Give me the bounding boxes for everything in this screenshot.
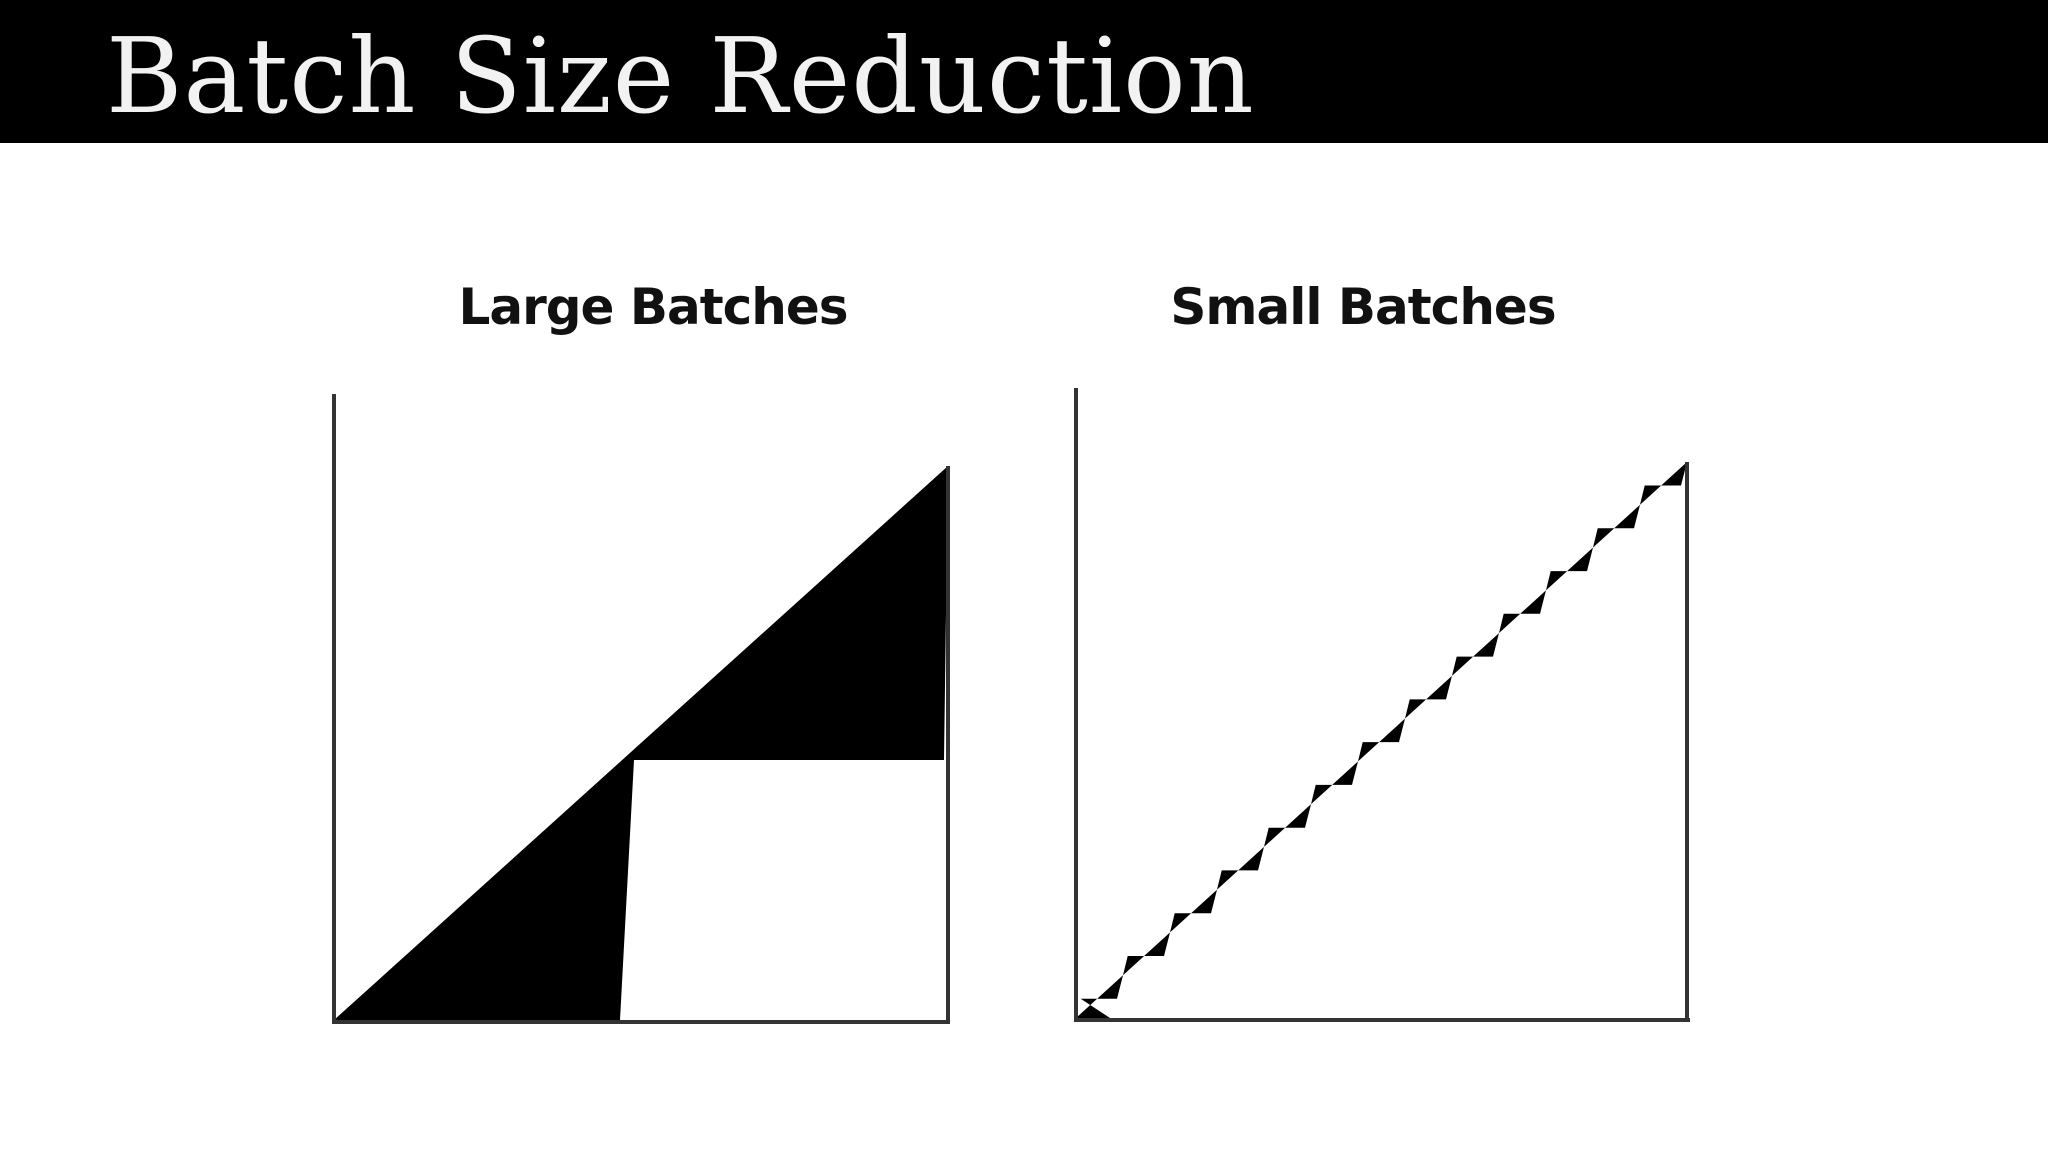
small-batches-label: Small Batches — [1170, 278, 1556, 336]
large-batches-inventory-fill — [334, 466, 948, 1020]
small-batches-inventory-fill — [1076, 462, 1687, 1018]
large-batches-label: Large Batches — [458, 278, 848, 336]
large-batches-diagram — [332, 394, 950, 1024]
small-batches-diagram — [1074, 388, 1690, 1022]
slide-title: Batch Size Reduction — [106, 15, 1255, 137]
title-bar: Batch Size Reduction — [0, 0, 2048, 143]
